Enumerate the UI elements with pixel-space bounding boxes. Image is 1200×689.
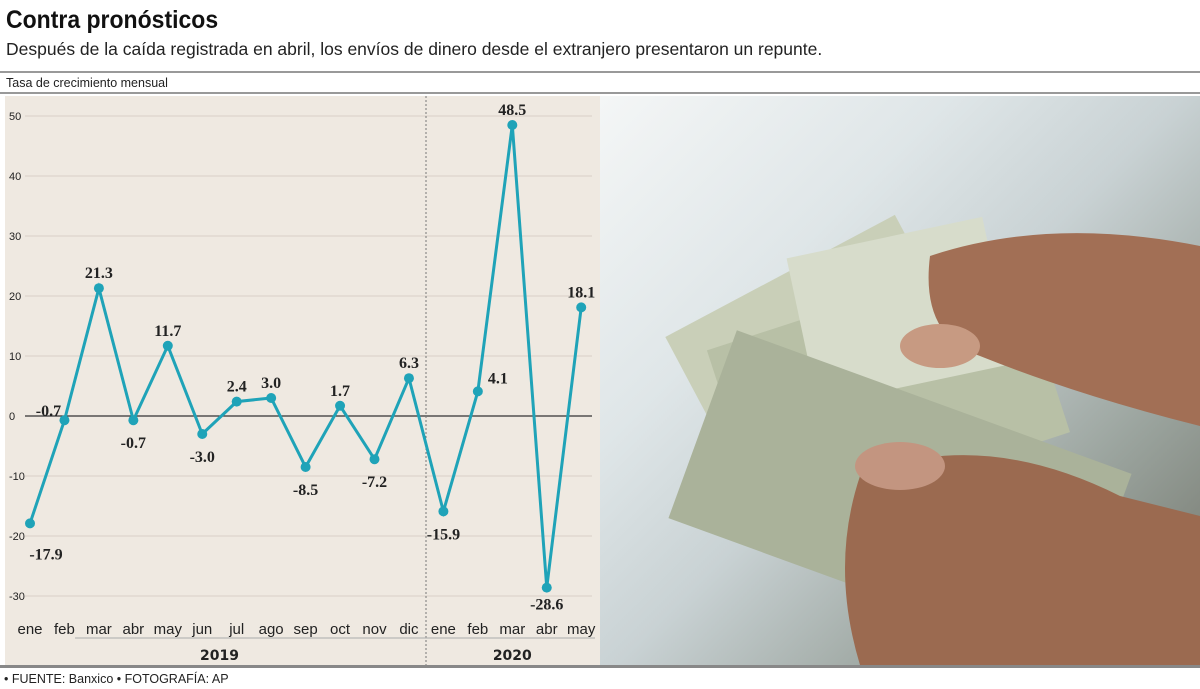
x-tick-label: may [567, 621, 596, 638]
data-point [128, 415, 139, 426]
data-label: -0.7 [36, 403, 61, 420]
data-label: -3.0 [190, 449, 215, 466]
x-tick-label: abr [123, 621, 145, 638]
data-label: 6.3 [399, 355, 419, 372]
data-point [369, 454, 380, 465]
data-label: 18.1 [567, 284, 595, 301]
y-tick-label: 20 [9, 291, 21, 303]
data-label: 48.5 [498, 102, 526, 119]
chart-subtitle: Después de la caída registrada en abril,… [6, 39, 823, 59]
data-label: -8.5 [293, 482, 318, 499]
data-label: -28.6 [530, 597, 563, 614]
data-point [438, 506, 449, 517]
data-point [162, 340, 173, 351]
data-label: 1.7 [330, 383, 350, 400]
x-tick-label: ene [431, 621, 456, 638]
data-point [576, 302, 587, 313]
x-tick-label: oct [330, 621, 351, 638]
y-tick-label: 40 [9, 171, 21, 183]
x-tick-label: ago [259, 621, 284, 638]
y-tick-label: -20 [9, 531, 25, 543]
chart-title: Contra pronósticos [6, 6, 219, 34]
year-label: 2019 [200, 648, 239, 664]
data-point [541, 582, 552, 593]
data-point [472, 386, 483, 397]
y-tick-label: -10 [9, 471, 25, 483]
y-tick-label: 10 [9, 351, 21, 363]
data-point [25, 518, 35, 529]
data-point [266, 393, 277, 403]
x-tick-label: feb [54, 621, 75, 638]
data-point [197, 429, 208, 439]
divider [0, 92, 1200, 94]
x-tick-label: ene [17, 621, 42, 638]
data-label: 4.1 [488, 370, 508, 387]
x-tick-label: sep [294, 621, 318, 638]
data-label: -7.2 [362, 474, 387, 491]
data-label: 3.0 [261, 375, 281, 392]
x-tick-label: abr [536, 621, 558, 638]
x-tick-label: feb [467, 621, 488, 638]
x-tick-label: jun [191, 621, 212, 638]
data-point [93, 283, 104, 294]
x-tick-label: dic [399, 621, 419, 638]
data-point [335, 400, 346, 411]
divider [0, 665, 1200, 668]
data-label: -15.9 [427, 526, 460, 543]
photo-illustration [665, 214, 1200, 665]
data-point [231, 396, 242, 407]
data-label: -17.9 [29, 546, 62, 563]
x-tick-label: mar [86, 621, 112, 638]
data-label: 11.7 [154, 323, 181, 340]
x-tick-label: jul [228, 621, 244, 638]
divider [0, 71, 1200, 73]
x-tick-label: nov [362, 621, 387, 638]
y-tick-label: 30 [9, 231, 21, 243]
x-tick-label: mar [499, 621, 525, 638]
y-tick-label: 50 [9, 111, 21, 123]
source-note: • FUENTE: Banxico • FOTOGRAFÍA: AP [4, 672, 229, 686]
data-label: -0.7 [121, 435, 146, 452]
x-tick-label: may [154, 621, 183, 638]
y-tick-label: 0 [9, 411, 15, 423]
data-point [300, 462, 311, 472]
data-point [507, 120, 518, 130]
chart-panel [5, 96, 600, 665]
data-point [403, 373, 414, 384]
y-tick-label: -30 [9, 591, 25, 603]
data-label: 2.4 [227, 379, 247, 396]
data-label: 21.3 [85, 265, 113, 282]
year-label: 2020 [493, 648, 532, 664]
y-axis-label: Tasa de crecimiento mensual [6, 76, 168, 90]
data-point [59, 415, 70, 426]
photo-hands-counting-dollars [600, 96, 1200, 665]
